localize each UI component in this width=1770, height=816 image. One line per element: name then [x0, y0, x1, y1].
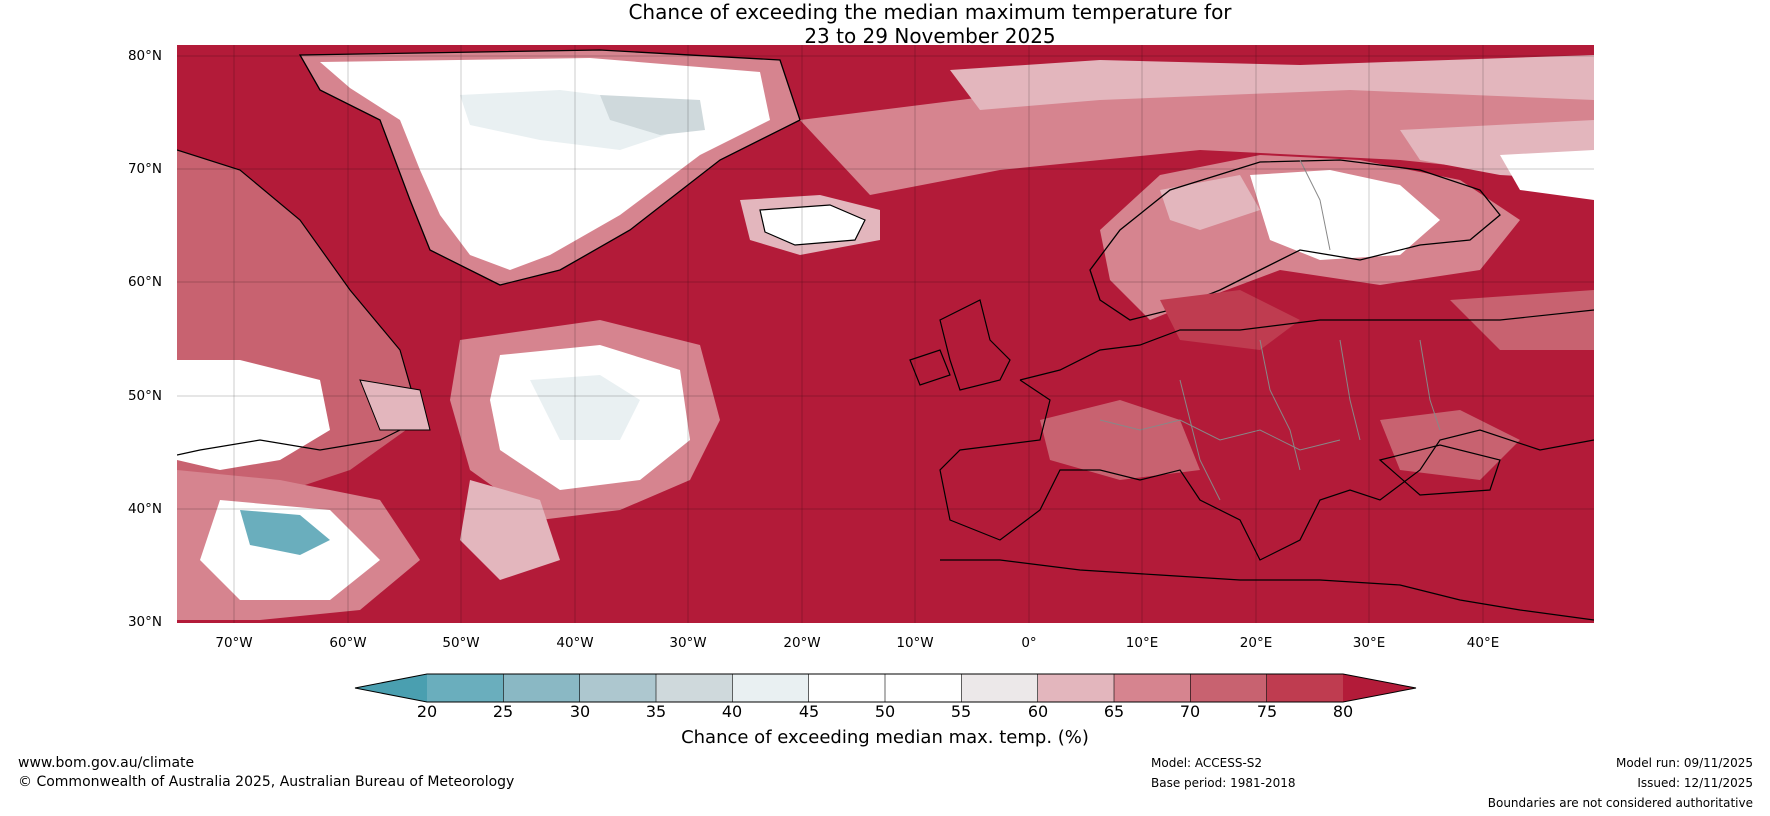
atlantic-anomaly-region — [450, 320, 720, 580]
colorbar-label-25: 25 — [492, 702, 514, 721]
scandinavia-region — [1089, 155, 1520, 321]
title-line-2: 23 to 29 November 2025 — [804, 24, 1056, 48]
lon-tick-10e: 10°E — [1125, 635, 1159, 651]
lon-tick-20w: 20°W — [783, 635, 821, 651]
lon-tick-40e: 40°E — [1466, 635, 1500, 651]
model-name: Model: ACCESS-S2 — [1151, 756, 1263, 770]
colorbar-label-60: 60 — [1027, 702, 1049, 721]
colorbar-label-65: 65 — [1103, 702, 1125, 721]
colorbar-cell — [579, 674, 656, 702]
iceland-region — [740, 195, 880, 255]
website-link[interactable]: www.bom.gov.au/climate — [18, 755, 195, 771]
lon-tick-50w: 50°W — [442, 635, 480, 651]
lon-tick-10w: 10°W — [896, 635, 934, 651]
colorbar-cell — [808, 674, 885, 702]
colorbar-cell — [1190, 674, 1267, 702]
lat-tick-80n: 80°N — [127, 48, 162, 64]
lon-tick-20e: 20°E — [1239, 635, 1273, 651]
colorbar-label-75: 75 — [1256, 702, 1278, 721]
coastlines — [909, 299, 1594, 621]
colorbar-cell — [1266, 674, 1343, 702]
chart-title: Chance of exceeding the median maximum t… — [0, 0, 1770, 48]
colorbar-label-50: 50 — [874, 702, 896, 721]
arctic-band-region — [800, 55, 1594, 200]
colorbar-cell — [885, 674, 962, 702]
colorbar-label-55: 55 — [950, 702, 972, 721]
lat-tick-70n: 70°N — [127, 161, 162, 177]
colorbar-cell — [427, 674, 504, 702]
colorbar-cell — [503, 674, 580, 702]
colorbar-label-40: 40 — [721, 702, 743, 721]
colorbar-cell — [1114, 674, 1191, 702]
lon-tick-0: 0° — [1021, 635, 1037, 651]
model-run-date: Model run: 09/11/2025 — [1615, 756, 1753, 770]
lon-tick-70w: 70°W — [215, 635, 253, 651]
colorbar-label-20: 20 — [416, 702, 438, 721]
lon-tick-30w: 30°W — [669, 635, 707, 651]
colorbar-label-45: 45 — [798, 702, 820, 721]
colorbar-extend-high — [1343, 674, 1416, 702]
borders — [1099, 159, 1441, 501]
europe-region — [1040, 290, 1594, 480]
lon-tick-60w: 60°W — [329, 635, 367, 651]
title-line-1: Chance of exceeding the median maximum t… — [628, 0, 1232, 24]
gridlines — [177, 45, 1594, 623]
colorbar-label-35: 35 — [645, 702, 667, 721]
colorbar-cell — [961, 674, 1038, 702]
lat-tick-50n: 50°N — [127, 388, 162, 404]
lat-tick-30n: 30°N — [127, 614, 162, 630]
lon-tick-40w: 40°W — [556, 635, 594, 651]
colorbar-label-80: 80 — [1332, 702, 1354, 721]
colorbar-extend-low — [355, 674, 427, 702]
issued-date: Issued: 12/11/2025 — [1637, 776, 1753, 790]
colorbar-cell — [1037, 674, 1114, 702]
north-america-region — [177, 149, 431, 620]
lat-tick-40n: 40°N — [127, 501, 162, 517]
lon-tick-30e: 30°E — [1352, 635, 1386, 651]
forecast-map — [177, 45, 1594, 623]
colorbar — [354, 673, 1417, 703]
colorbar-cell — [732, 674, 809, 702]
colorbar-title: Chance of exceeding median max. temp. (%… — [681, 727, 1089, 748]
lat-tick-60n: 60°N — [127, 274, 162, 290]
colorbar-label-70: 70 — [1179, 702, 1201, 721]
boundaries-disclaimer: Boundaries are not considered authoritat… — [1487, 796, 1753, 810]
colorbar-label-30: 30 — [569, 702, 591, 721]
colorbar-outline — [354, 673, 1417, 703]
colorbar-cell — [656, 674, 733, 702]
base-period: Base period: 1981-2018 — [1151, 776, 1296, 790]
copyright-text: © Commonwealth of Australia 2025, Austra… — [18, 774, 515, 790]
greenland-region — [298, 49, 801, 286]
